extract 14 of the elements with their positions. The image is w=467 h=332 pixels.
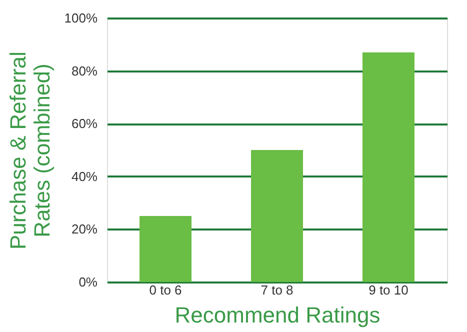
x-axis-title: Recommend Ratings	[174, 302, 380, 328]
y-tick-label: 80%	[71, 63, 98, 78]
y-tick-label: 0%	[78, 274, 98, 290]
y-axis-title: Purchase & Referral Rates (combined)	[5, 51, 54, 250]
bar	[362, 52, 414, 282]
x-tick-label: 7 to 8	[260, 282, 294, 298]
y-tick-label: 20%	[71, 222, 98, 237]
y-tick-label: 40%	[71, 168, 98, 184]
x-tick-label: 9 to 10	[368, 282, 408, 298]
y-tick-label: 60%	[71, 116, 98, 132]
bar	[140, 216, 192, 282]
bar	[251, 150, 303, 282]
y-tick-label: 100%	[64, 10, 98, 26]
x-tick-label: 0 to 6	[149, 282, 182, 298]
